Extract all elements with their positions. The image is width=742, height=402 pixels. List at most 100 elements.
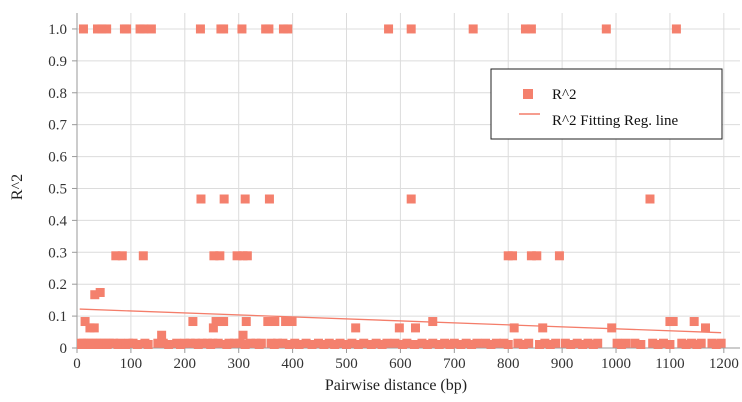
- data-point: [658, 338, 668, 348]
- data-point: [653, 340, 663, 349]
- data-point: [716, 338, 726, 348]
- data-point: [246, 338, 256, 348]
- data-point: [692, 340, 702, 349]
- data-point: [384, 24, 394, 34]
- legend-box: [490, 68, 723, 140]
- data-point: [89, 323, 99, 333]
- data-point: [636, 340, 646, 349]
- data-point: [263, 317, 273, 327]
- data-point: [143, 340, 153, 349]
- data-point: [520, 24, 530, 34]
- x-tick-label: 300: [227, 356, 250, 372]
- data-point: [94, 340, 104, 349]
- data-point: [588, 340, 598, 349]
- data-point: [665, 340, 675, 349]
- data-point: [307, 340, 317, 349]
- data-point: [538, 323, 548, 333]
- data-point: [278, 338, 288, 348]
- data-point: [481, 338, 491, 348]
- data-point: [146, 24, 156, 34]
- data-point: [411, 323, 421, 333]
- data-point: [132, 340, 142, 349]
- data-point: [545, 340, 555, 349]
- y-tick-label: 1.0: [48, 22, 67, 38]
- data-point: [518, 340, 528, 349]
- data-point: [90, 290, 100, 300]
- data-point: [445, 340, 455, 349]
- data-point: [467, 340, 477, 349]
- data-point: [428, 338, 438, 348]
- x-axis-title: Pairwise distance (bp): [325, 377, 467, 394]
- data-point: [440, 338, 450, 348]
- data-point: [524, 338, 534, 348]
- data-point: [138, 251, 148, 261]
- data-point: [206, 340, 216, 349]
- data-point: [540, 338, 550, 348]
- data-point: [211, 317, 221, 327]
- data-point: [526, 24, 536, 34]
- data-point: [335, 338, 345, 348]
- data-point: [382, 338, 392, 348]
- grid: [77, 13, 740, 348]
- y-tick-label: 0.2: [48, 277, 67, 293]
- data-point: [406, 194, 416, 204]
- data-point: [532, 251, 542, 261]
- legend-label-scatter: R^2: [552, 87, 577, 103]
- legend-marker-scatter: [523, 89, 533, 99]
- legend: R^2 R^2 Fitting Reg. line: [490, 68, 723, 140]
- data-point: [95, 287, 105, 297]
- data-point: [241, 317, 251, 327]
- data-point: [513, 338, 523, 348]
- data-point: [254, 340, 264, 349]
- data-point: [434, 340, 444, 349]
- x-tick-label: 400: [281, 356, 304, 372]
- data-point: [78, 24, 88, 34]
- data-point: [97, 24, 107, 34]
- x-tick-label: 900: [551, 356, 574, 372]
- data-point: [422, 340, 432, 349]
- data-point: [456, 340, 466, 349]
- data-point: [237, 24, 247, 34]
- data-point: [347, 338, 357, 348]
- data-point: [175, 340, 185, 349]
- data-point: [560, 338, 570, 348]
- y-tick-label: 0.3: [48, 245, 67, 261]
- data-point: [281, 317, 291, 327]
- data-point: [269, 340, 279, 349]
- data-point: [284, 340, 294, 349]
- data-point: [240, 194, 250, 204]
- data-point: [601, 24, 611, 34]
- data-point: [117, 251, 127, 261]
- data-point: [219, 317, 229, 327]
- data-point: [196, 194, 206, 204]
- data-point: [113, 340, 123, 349]
- data-point: [313, 338, 323, 348]
- data-point: [686, 338, 696, 348]
- data-point: [301, 338, 311, 348]
- data-point: [503, 340, 513, 349]
- y-tick-label: 0.1: [48, 309, 67, 325]
- data-point: [157, 330, 167, 340]
- x-tick-label: 1200: [709, 356, 739, 372]
- data-point: [668, 317, 678, 327]
- data-point: [711, 340, 721, 349]
- data-point: [235, 338, 245, 348]
- x-tick-label: 1000: [601, 356, 631, 372]
- data-point: [342, 340, 352, 349]
- data-point: [102, 24, 112, 34]
- data-point: [509, 323, 519, 333]
- data-point: [319, 340, 329, 349]
- data-point: [377, 340, 387, 349]
- data-point: [232, 251, 242, 261]
- data-point: [122, 24, 132, 34]
- data-point: [283, 24, 293, 34]
- data-point: [195, 24, 205, 34]
- data-point: [185, 338, 195, 348]
- data-point: [409, 340, 419, 349]
- data-point: [417, 338, 427, 348]
- data-point: [77, 340, 86, 349]
- y-tick-label: 0: [60, 341, 68, 357]
- data-point: [616, 340, 626, 349]
- data-point: [630, 338, 640, 348]
- data-point: [164, 340, 174, 349]
